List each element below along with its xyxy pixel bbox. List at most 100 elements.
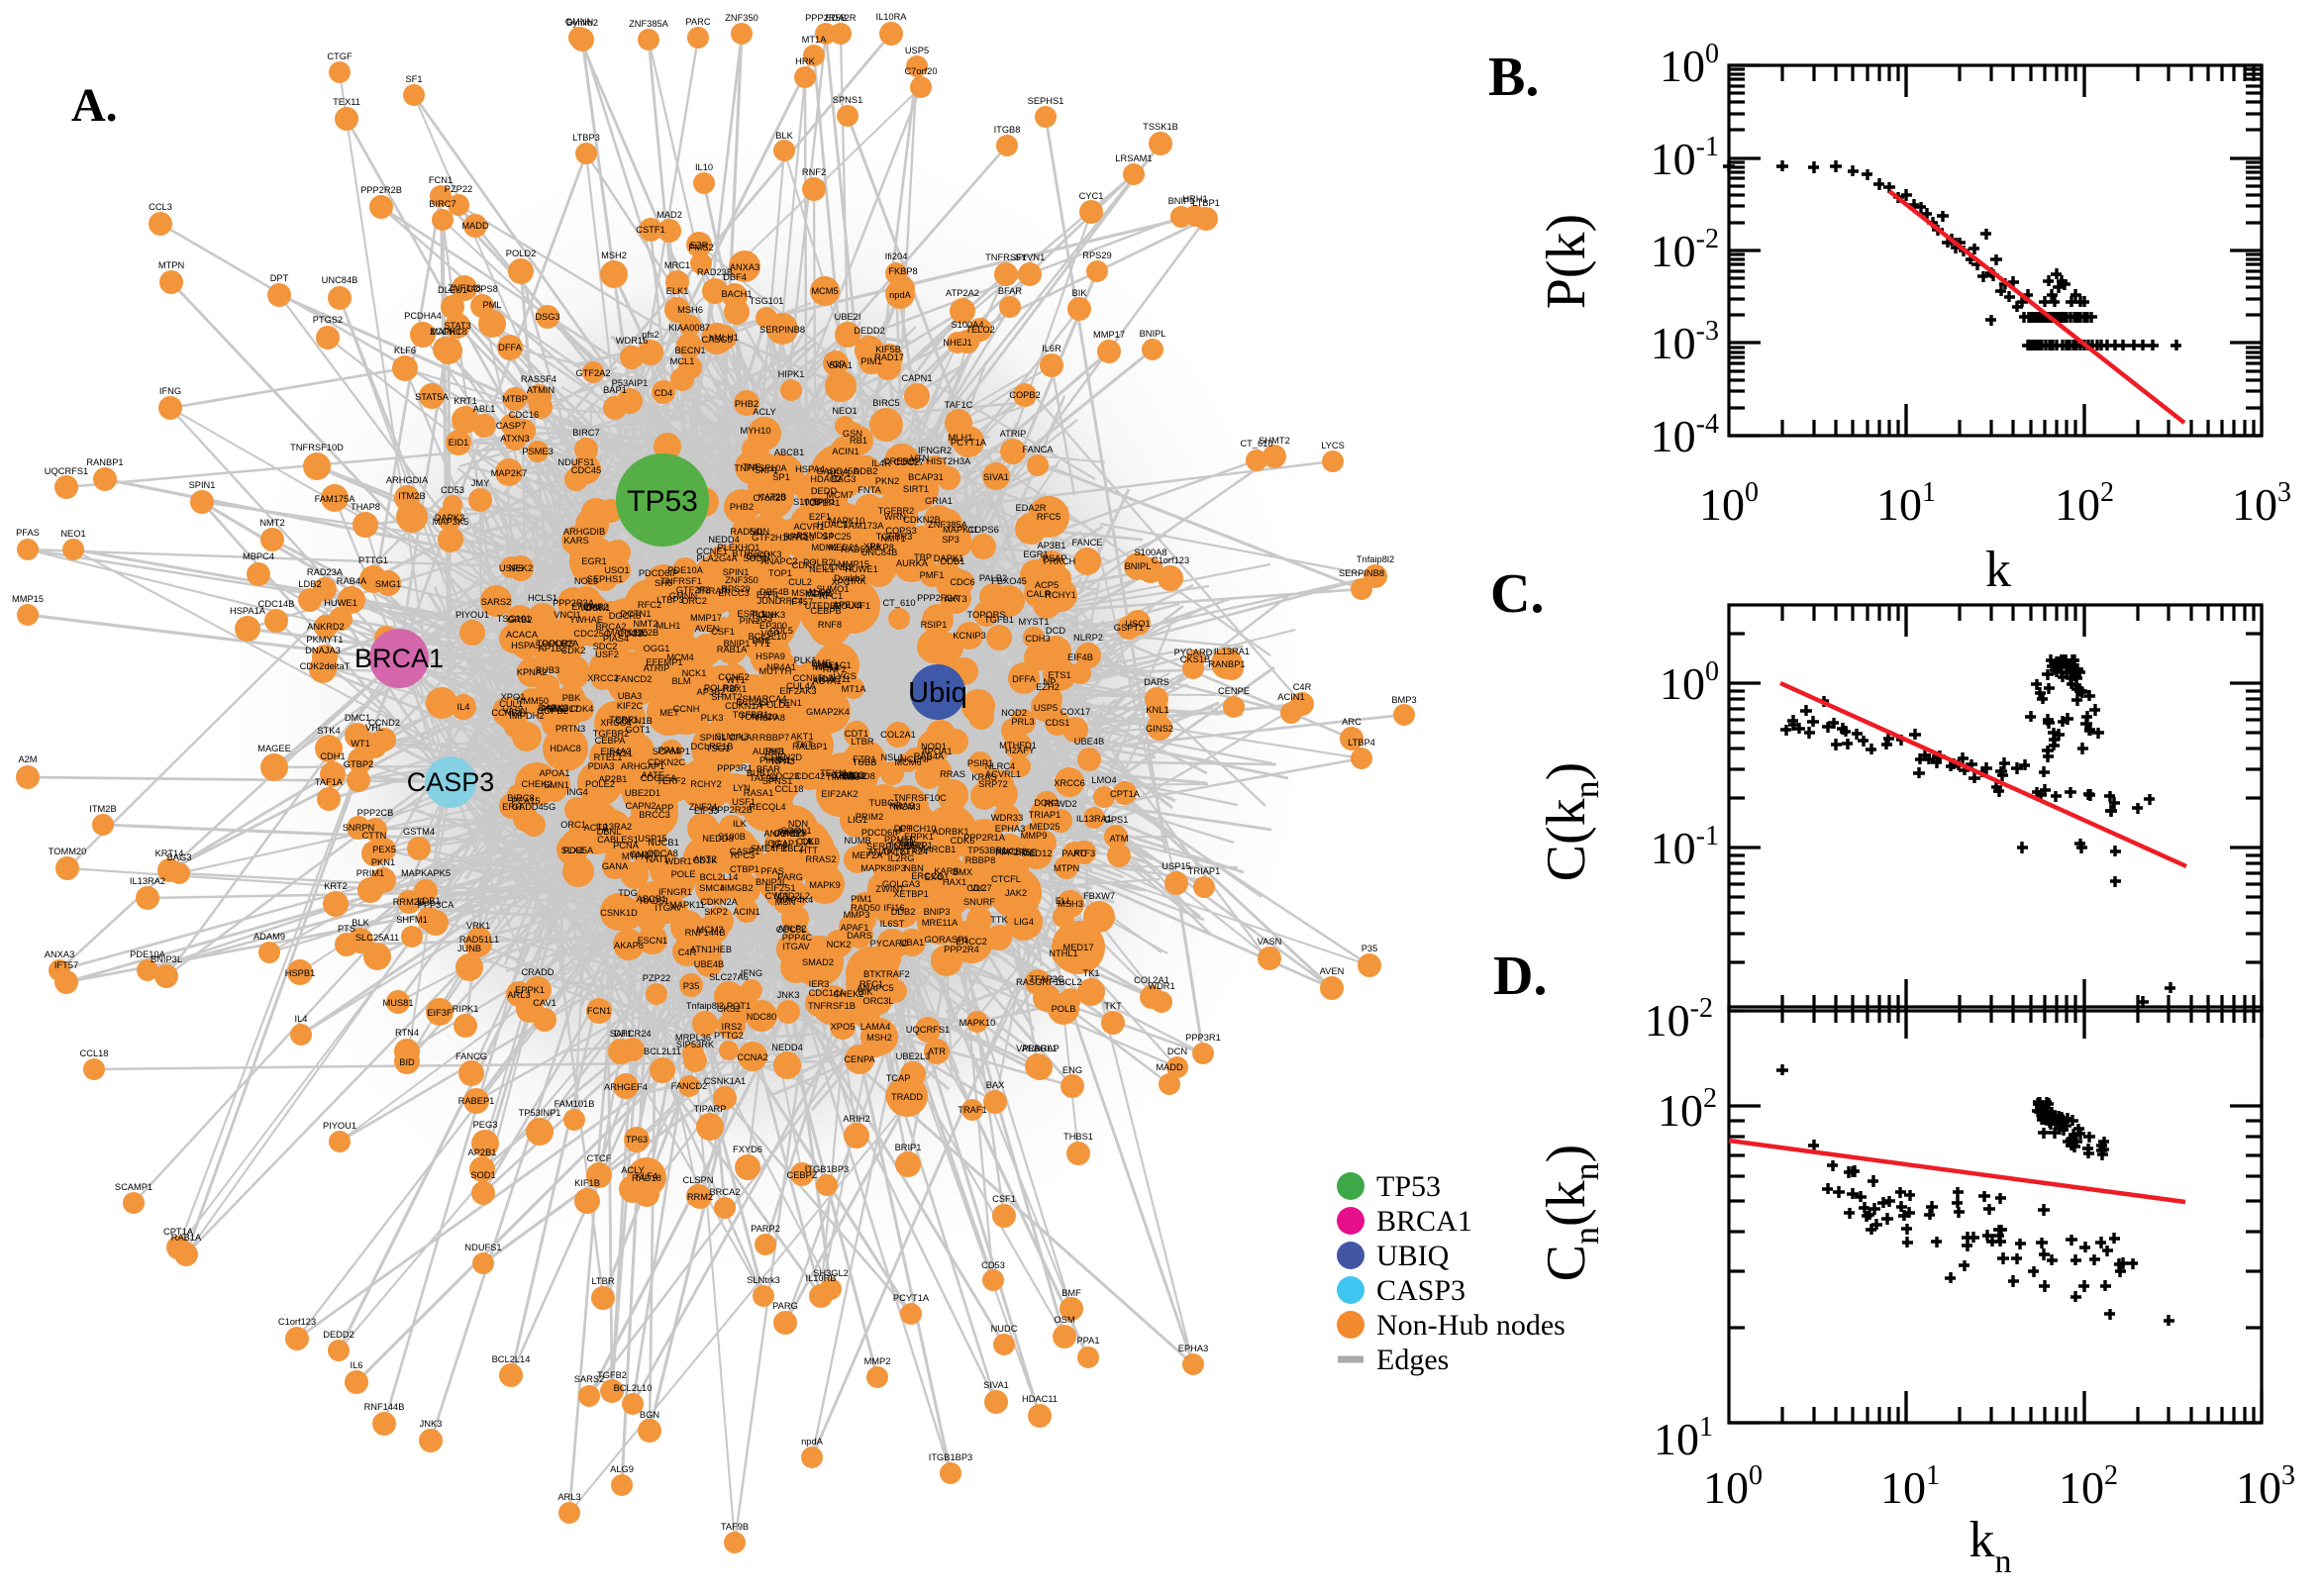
svg-text:UBE2D1: UBE2D1 [625,788,660,798]
svg-text:UBA3: UBA3 [618,691,642,701]
svg-text:CDK4: CDK4 [569,704,594,714]
svg-text:ARL3: ARL3 [507,990,530,1000]
svg-text:BNIPL: BNIPL [1125,561,1152,571]
svg-text:COPS3: COPS3 [885,526,917,536]
svg-text:ALG9: ALG9 [807,587,831,597]
svg-text:CDKN1A: CDKN1A [725,701,763,711]
svg-text:CPT1A: CPT1A [163,1227,194,1237]
svg-text:KCNIP3: KCNIP3 [953,631,986,641]
svg-text:CCNE2: CCNE2 [718,672,750,682]
svg-text:SIVA1: SIVA1 [983,472,1009,482]
svg-text:PML: PML [482,300,501,310]
svg-text:SNURF: SNURF [963,897,995,907]
svg-text:SEPHS1: SEPHS1 [1028,96,1064,106]
svg-text:NLRP2: NLRP2 [1073,633,1103,643]
svg-text:JNK3: JNK3 [420,1419,443,1429]
svg-text:PPP2R2A: PPP2R2A [917,593,960,603]
svg-text:ITM2B: ITM2B [398,491,425,501]
svg-text:MED12: MED12 [1021,848,1052,858]
svg-text:HIST2H3A: HIST2H3A [927,456,971,466]
svg-text:C7orf20: C7orf20 [753,493,785,503]
svg-text:CDK6: CDK6 [951,836,975,846]
svg-text:CASP3: CASP3 [1376,1274,1465,1307]
svg-text:CDH1: CDH1 [320,751,345,761]
svg-text:LRSAM1: LRSAM1 [1115,153,1152,163]
svg-text:CDC6: CDC6 [950,577,974,587]
svg-text:HUWE1: HUWE1 [324,598,357,608]
svg-text:RTEL1: RTEL1 [594,752,623,762]
svg-text:MRC1: MRC1 [664,260,690,270]
svg-text:MCM7: MCM7 [826,490,853,500]
svg-text:APOA1: APOA1 [539,768,569,778]
svg-text:STAT5A: STAT5A [415,392,450,402]
svg-text:IL13RA1: IL13RA1 [1214,647,1250,656]
svg-text:EGR1: EGR1 [1023,549,1048,559]
svg-text:RANBP1: RANBP1 [86,457,123,467]
svg-text:BIK: BIK [858,987,874,997]
svg-text:PFAS: PFAS [541,704,564,714]
svg-text:BRCA1: BRCA1 [354,644,444,673]
svg-text:BMF: BMF [811,658,831,668]
svg-text:GADD45G: GADD45G [512,802,556,812]
svg-text:ACLY: ACLY [753,407,776,417]
svg-text:PARC: PARC [1061,848,1086,858]
svg-text:LYCS: LYCS [833,671,857,681]
svg-text:TOMM20: TOMM20 [740,712,778,722]
svg-text:DGCR8: DGCR8 [609,611,642,621]
svg-text:NDUFS1: NDUFS1 [557,457,594,467]
svg-text:EZR: EZR [690,241,709,250]
svg-text:SIRT1: SIRT1 [903,484,929,494]
svg-text:DARS: DARS [1144,677,1169,687]
svg-text:WDR1: WDR1 [664,856,691,866]
svg-text:RFC5: RFC5 [1037,512,1060,522]
svg-text:LTBP3: LTBP3 [572,133,600,143]
svg-text:RAD54L: RAD54L [730,527,764,537]
svg-text:GTBP2: GTBP2 [344,759,373,769]
svg-text:ACIN1: ACIN1 [733,907,759,917]
svg-text:CCL3: CCL3 [149,202,172,212]
svg-text:IL10RA: IL10RA [875,12,907,22]
svg-text:P35: P35 [683,981,700,991]
svg-text:ANAPC7: ANAPC7 [867,848,904,857]
svg-text:VHL: VHL [365,723,383,733]
svg-text:MED17: MED17 [1062,943,1093,952]
svg-text:PRL3: PRL3 [1011,717,1034,727]
svg-text:Tnfaip8l2: Tnfaip8l2 [1357,554,1394,564]
svg-text:TKT: TKT [1104,1001,1122,1011]
svg-text:SIVA1: SIVA1 [983,1380,1009,1390]
svg-text:MDM2: MDM2 [811,543,838,552]
svg-text:BCAP31: BCAP31 [908,472,944,482]
svg-text:SIP53RK: SIP53RK [676,1040,715,1049]
svg-text:PIM1: PIM1 [860,356,882,366]
svg-text:PHB2: PHB2 [730,502,754,512]
svg-text:UBE2I: UBE2I [835,312,861,322]
svg-text:SLNtrk3: SLNtrk3 [715,732,749,742]
svg-text:ANKRD2: ANKRD2 [307,622,345,632]
svg-text:MAPK8IP3: MAPK8IP3 [860,863,905,873]
svg-text:PEX5: PEX5 [372,845,396,854]
svg-text:CCNA2: CCNA2 [737,1052,768,1062]
svg-text:TK1: TK1 [1082,968,1099,978]
svg-text:RASSF4: RASSF4 [521,374,556,384]
svg-text:Dynlrb2: Dynlrb2 [566,18,598,28]
svg-text:MT1A: MT1A [842,684,867,694]
svg-text:CTGF: CTGF [327,51,353,61]
svg-text:BNIP1: BNIP1 [724,639,751,648]
svg-text:BCL2L10: BCL2L10 [614,1383,653,1393]
svg-text:FKBP8: FKBP8 [888,266,917,276]
svg-text:DAPK3: DAPK3 [435,513,465,523]
svg-text:ABCB1: ABCB1 [774,448,805,457]
svg-text:ATR: ATR [928,1047,946,1056]
svg-text:CDS1: CDS1 [1046,718,1070,728]
svg-text:CDC16: CDC16 [509,410,539,420]
svg-text:DAPK1: DAPK1 [934,553,964,563]
svg-text:MCM4: MCM4 [666,652,693,662]
svg-text:ATP2A2: ATP2A2 [946,288,979,298]
svg-text:PMF1: PMF1 [920,570,945,580]
svg-text:CDC20: CDC20 [618,629,648,639]
svg-text:AP2B1: AP2B1 [468,1147,497,1157]
svg-text:SGOL1: SGOL1 [780,826,811,836]
svg-text:TSG101: TSG101 [750,296,784,306]
svg-text:DNAJA3: DNAJA3 [305,646,341,655]
svg-text:BIRC7: BIRC7 [572,428,599,438]
